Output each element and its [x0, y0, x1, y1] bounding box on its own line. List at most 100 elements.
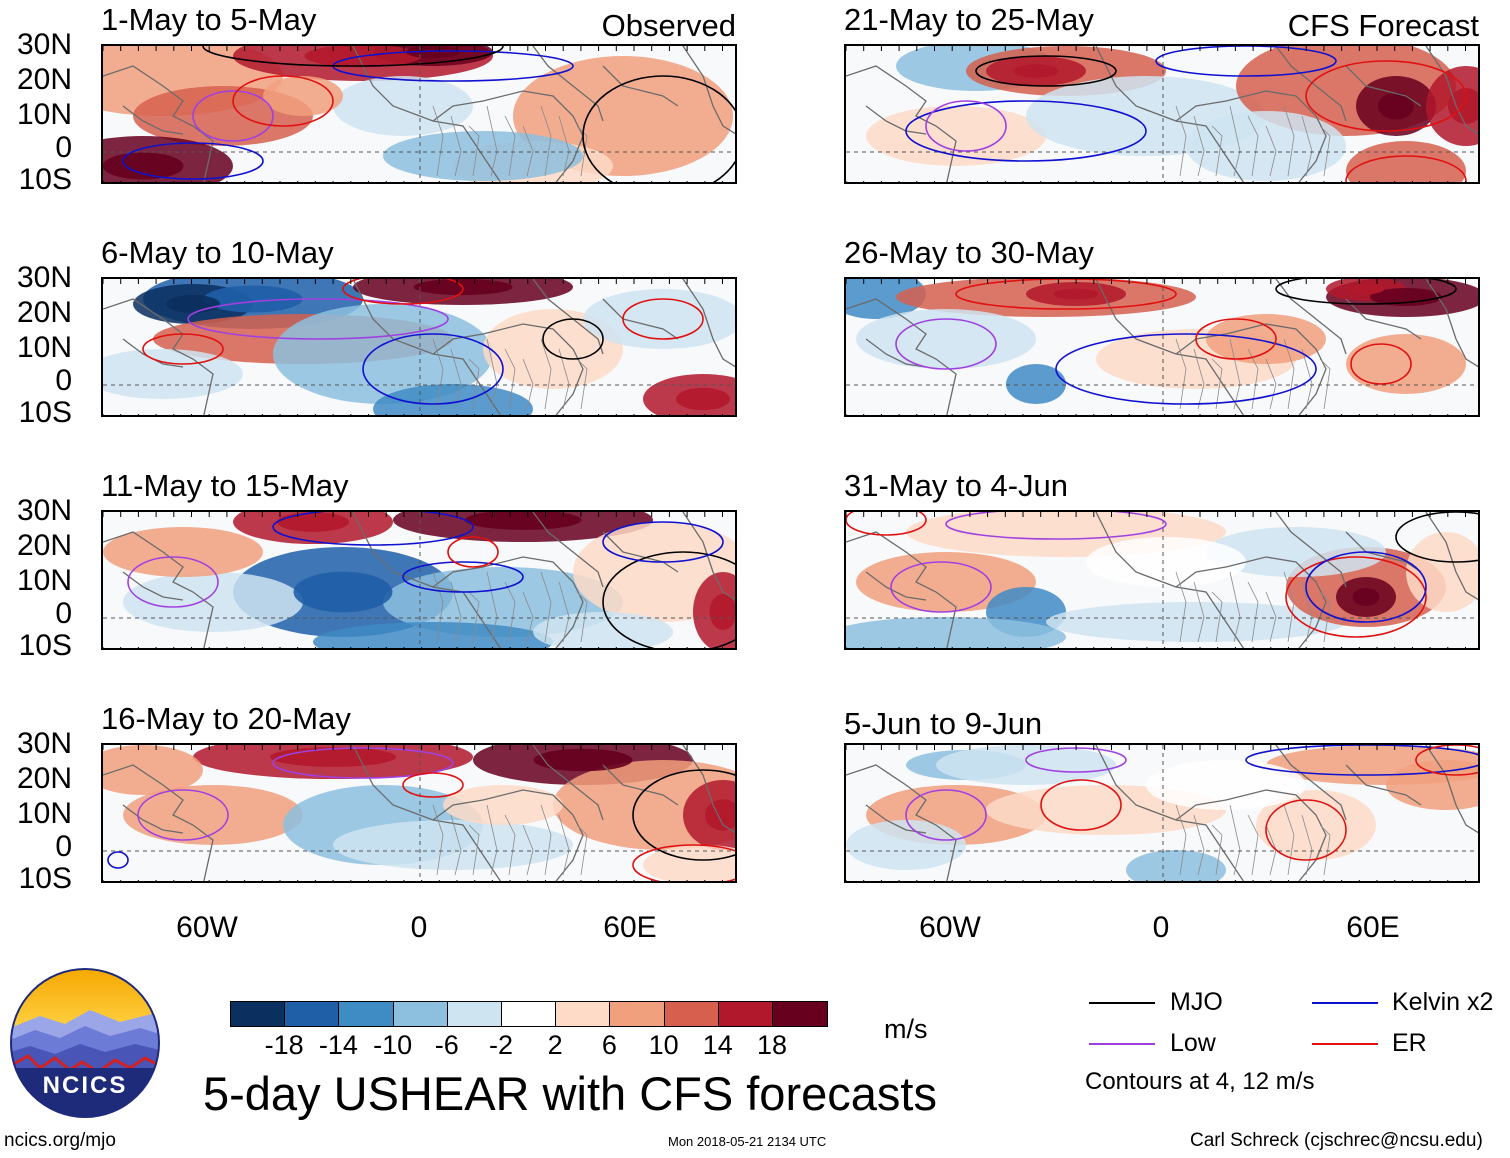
coastline	[682, 279, 735, 368]
border-line	[504, 814, 516, 876]
border-line	[468, 125, 480, 177]
contour-line	[192, 90, 274, 142]
contour-line	[362, 333, 504, 405]
contour-line	[187, 298, 449, 340]
border-line	[1283, 571, 1295, 643]
colorbar	[230, 1001, 829, 1027]
coastline	[1425, 46, 1478, 135]
border-line	[1265, 358, 1277, 410]
lat-label: 10N	[16, 98, 72, 131]
contour-line	[955, 279, 1177, 310]
shading-blob	[1006, 364, 1066, 404]
contour-line	[582, 75, 735, 182]
shading-core	[676, 387, 730, 411]
border-line	[576, 358, 588, 410]
border-line	[540, 338, 552, 410]
shading-blob	[313, 622, 553, 648]
border-line	[1175, 571, 1187, 643]
border-line	[450, 115, 462, 177]
contour-line	[602, 521, 724, 563]
border-line	[558, 814, 570, 876]
map-panel-3	[101, 510, 737, 650]
lon-label-60e-left: 60E	[603, 911, 657, 944]
border-line	[1193, 115, 1205, 177]
contour-line	[1265, 799, 1347, 861]
panel-1-title: 1-May to 5-May	[101, 2, 317, 37]
contour-line	[1275, 279, 1457, 305]
border-line	[1175, 338, 1187, 410]
legend-low-line	[1089, 1043, 1155, 1045]
border-line	[504, 348, 516, 410]
shading-blob	[1406, 532, 1478, 612]
coastline	[103, 531, 214, 648]
border-line	[1247, 814, 1259, 876]
lat-label: 0	[55, 597, 72, 630]
border-line	[576, 824, 588, 876]
contour-line	[272, 747, 454, 779]
contour-line	[542, 318, 604, 360]
shading-core	[1378, 92, 1414, 120]
lon-label-60w-left: 60W	[176, 911, 238, 944]
contour-line	[402, 772, 464, 798]
coastline	[1275, 46, 1347, 122]
coastline	[103, 65, 214, 182]
shading-core	[709, 594, 735, 630]
coastline	[1345, 531, 1422, 573]
colorbar-tick-label: 14	[702, 1030, 733, 1060]
lat-label: 0	[55, 131, 72, 164]
panel-3-title: 11-May to 15-May	[101, 468, 349, 503]
border-line	[450, 348, 462, 410]
colorbar-tick-label: -2	[488, 1030, 513, 1060]
contour-line	[1305, 551, 1427, 623]
shading-blob	[856, 552, 1036, 612]
shading-blob	[1086, 537, 1246, 587]
border-line	[558, 115, 570, 177]
colorbar-tick-label: -6	[434, 1030, 459, 1060]
footer-author: Carl Schreck (cjschrec@ncsu.edu)	[1190, 1130, 1483, 1151]
legend-kelvin-label: Kelvin x2	[1392, 988, 1494, 1016]
coastline	[846, 298, 957, 415]
panel-2-title: 6-May to 10-May	[101, 235, 334, 270]
lat-label: 20N	[16, 762, 72, 795]
contour-line	[1245, 745, 1478, 776]
border-line	[522, 125, 534, 177]
contour-line	[632, 844, 735, 881]
coastline	[602, 764, 679, 806]
border-line	[576, 125, 588, 177]
contour-line	[1305, 60, 1467, 132]
border-line	[1283, 105, 1295, 177]
shading-core	[1053, 288, 1099, 300]
border-line	[504, 581, 516, 643]
contour-line	[122, 142, 264, 180]
footer-timestamp: Mon 2018-05-21 2134 UTC	[668, 1134, 827, 1149]
contour-line	[890, 561, 992, 613]
contour-line	[142, 333, 224, 365]
contour-line	[895, 318, 997, 370]
contour-note: Contours at 4, 12 m/s	[1085, 1068, 1315, 1095]
map-panel-1	[101, 44, 737, 184]
shading-blob	[846, 279, 926, 319]
contour-line	[975, 55, 1117, 87]
border-line	[1175, 804, 1187, 876]
colorbar-swatch	[501, 1002, 557, 1026]
contour-line	[905, 100, 1147, 162]
shading-blob	[573, 522, 735, 622]
colorbar-unit: m/s	[884, 1014, 928, 1044]
contour-line	[945, 512, 1167, 540]
border-line	[576, 591, 588, 643]
border-line	[1247, 115, 1259, 177]
legend-mjo-line	[1089, 1002, 1155, 1004]
shading-blob	[1346, 141, 1466, 182]
colorbar-tick-label: -18	[264, 1030, 304, 1060]
contour-line	[925, 100, 1007, 152]
coastline	[432, 556, 584, 648]
contour-line	[1040, 779, 1122, 831]
border-line	[1301, 814, 1313, 876]
shading-blob	[1256, 790, 1376, 860]
border-line	[468, 591, 480, 643]
coastline	[682, 46, 735, 135]
shading-blob	[866, 106, 1046, 166]
border-line	[1229, 571, 1241, 643]
shading-core	[103, 152, 184, 180]
shading-blob	[273, 304, 493, 404]
